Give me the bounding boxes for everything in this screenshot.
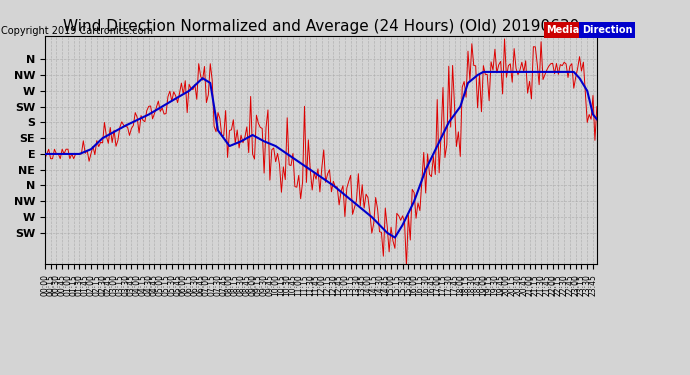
Text: Copyright 2019 Cartronics.com: Copyright 2019 Cartronics.com [1,26,153,36]
Title: Wind Direction Normalized and Average (24 Hours) (Old) 20190630: Wind Direction Normalized and Average (2… [63,20,579,34]
Text: Median: Median [546,25,586,35]
Text: Direction: Direction [582,25,632,35]
